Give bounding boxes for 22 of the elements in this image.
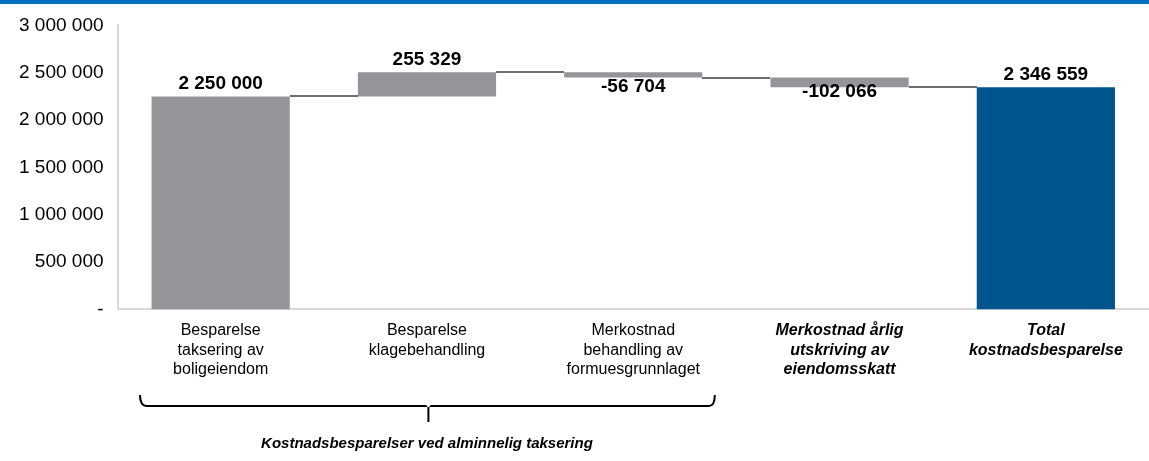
y-tick-label: 2 000 000 [18,108,104,130]
data-label: 2 346 559 [1003,62,1089,84]
data-label: -102 066 [802,80,878,102]
bar [564,72,703,78]
y-tick-label: - [97,297,104,319]
bar [151,96,290,310]
text: Kostnadsbesparelser ved alminnelig taksering [261,434,593,451]
bar [357,72,497,97]
y-tick-label: 2 500 000 [18,60,104,82]
x-tick-label: Besparelse klagebehandling [368,321,486,358]
x-tick-label: Merkostnad behandling av formuesgrunnlaget [566,321,701,377]
x-tick-label: Besparelse taksering av boligeiendom [173,321,269,377]
data-label: 255 329 [392,47,462,69]
y-tick-label: 1 000 000 [18,202,104,224]
x-tick-label: Merkostnad årlig utskriving av eiendomsskatt [775,321,904,377]
bar [976,87,1115,310]
y-tick-label: 3 000 000 [18,13,104,35]
data-label: 2 250 000 [178,72,263,94]
y-tick-label: 500 000 [34,250,104,272]
x-tick-label: Total kostnadsbesparelse [968,321,1123,358]
y-tick-label: 1 500 000 [18,155,104,177]
data-label: -56 704 [601,74,666,96]
